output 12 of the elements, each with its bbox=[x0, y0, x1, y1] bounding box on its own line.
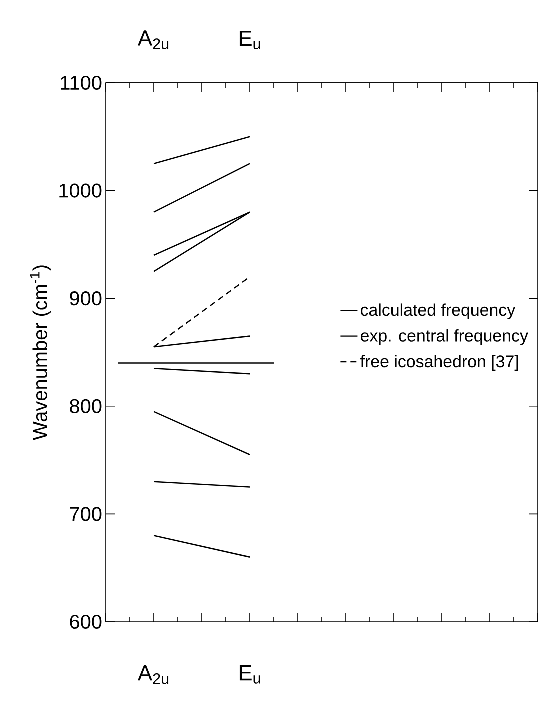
category-label: A$_{2u}$ bbox=[138, 666, 169, 684]
y-tick-label: 1100 bbox=[61, 76, 102, 90]
y-axis-title: Wavenumber (cm$^{-1}$) bbox=[30, 266, 52, 440]
y-tick-label: 800 bbox=[70, 399, 102, 414]
legend-label: calculated frequency bbox=[361, 304, 516, 320]
legend-label: exp. central frequency bbox=[361, 329, 528, 346]
y-tick-label: 900 bbox=[70, 292, 102, 306]
y-tick-label: 1000 bbox=[60, 184, 102, 198]
category-label: E$_{u}$ bbox=[240, 666, 260, 684]
legend-label: free icosahedron [37] bbox=[360, 355, 518, 371]
y-tick-label: 700 bbox=[70, 507, 102, 522]
y-tick-label: 600 bbox=[70, 614, 102, 630]
